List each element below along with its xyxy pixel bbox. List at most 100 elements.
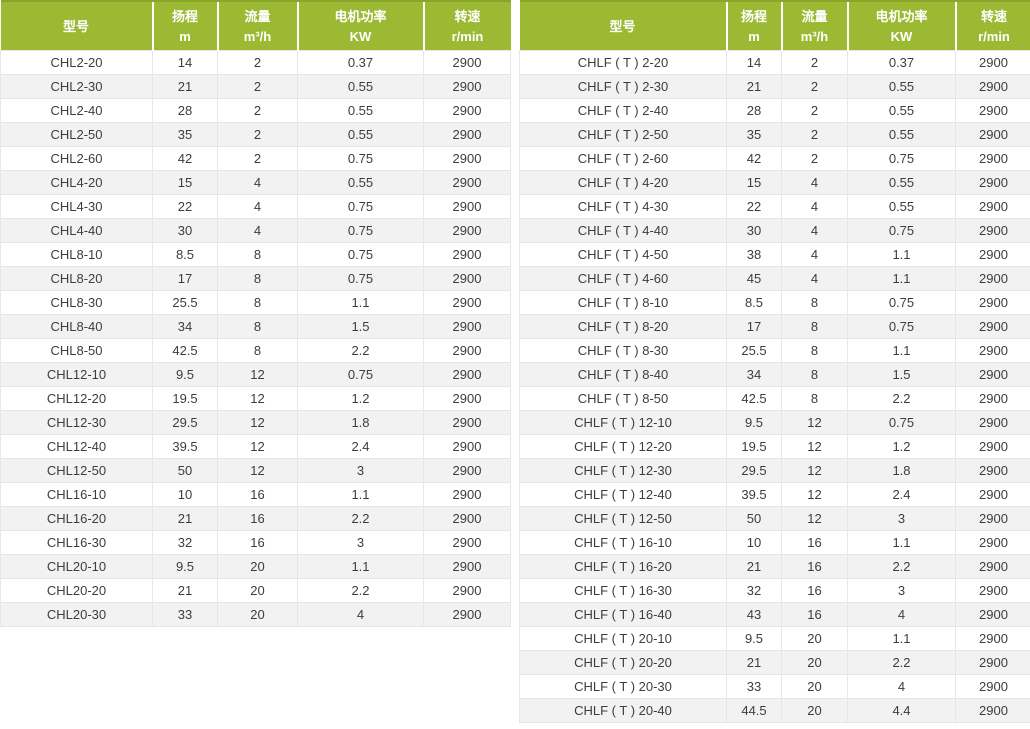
cell-speed: 2900	[955, 434, 1030, 459]
table-row: CHL8-40 34 8 1.5 2900	[0, 314, 511, 339]
cell-power: 3	[847, 578, 956, 603]
chl-series-table: 型号 扬程 m 流量 m³/h 电机功率 KW 转速 r/min CHL2-20 14 2 0.37 2…	[0, 0, 511, 627]
table-row: CHL8-50 42.5 8 2.2 2900	[0, 338, 511, 363]
cell-flow: 8	[217, 314, 298, 339]
cell-head: 22	[726, 194, 782, 219]
table-row: CHL16-10 10 16 1.1 2900	[0, 482, 511, 507]
cell-speed: 2900	[955, 698, 1030, 723]
cell-power: 1.1	[847, 242, 956, 267]
cell-model: CHL16-30	[0, 530, 153, 555]
cell-model: CHL2-20	[0, 50, 153, 75]
cell-power: 0.55	[297, 74, 424, 99]
cell-model: CHLF ( T ) 8-10	[519, 290, 727, 315]
cell-flow: 12	[781, 434, 848, 459]
cell-power: 0.55	[847, 98, 956, 123]
cell-power: 0.75	[297, 266, 424, 291]
cell-speed: 2900	[955, 338, 1030, 363]
cell-speed: 2900	[423, 554, 511, 579]
table-row: CHL8-10 8.5 8 0.75 2900	[0, 242, 511, 267]
cell-model: CHL2-40	[0, 98, 153, 123]
cell-head: 29.5	[152, 410, 218, 435]
chlf-t-series-table: 型号 扬程 m 流量 m³/h 电机功率 KW 转速 r/min CHLF ( T ) 2-20…	[519, 0, 1030, 723]
table-row: CHLF ( T ) 2-60 42 2 0.75 2900	[519, 146, 1030, 171]
cell-head: 28	[152, 98, 218, 123]
cell-model: CHLF ( T ) 20-20	[519, 650, 727, 675]
cell-power: 2.2	[847, 650, 956, 675]
table-row: CHLF ( T ) 20-10 9.5 20 1.1 2900	[519, 626, 1030, 651]
cell-model: CHL2-30	[0, 74, 153, 99]
cell-flow: 4	[217, 194, 298, 219]
cell-speed: 2900	[955, 458, 1030, 483]
cell-speed: 2900	[423, 290, 511, 315]
cell-power: 0.75	[297, 218, 424, 243]
cell-flow: 16	[217, 506, 298, 531]
table-row: CHL16-20 21 16 2.2 2900	[0, 506, 511, 531]
cell-model: CHLF ( T ) 2-40	[519, 98, 727, 123]
cell-power: 4	[847, 674, 956, 699]
cell-speed: 2900	[423, 314, 511, 339]
cell-speed: 2900	[423, 362, 511, 387]
cell-speed: 2900	[423, 266, 511, 291]
cell-model: CHL2-60	[0, 146, 153, 171]
cell-flow: 2	[217, 50, 298, 75]
cell-speed: 2900	[955, 194, 1030, 219]
column-header-model: 型号	[519, 0, 727, 51]
cell-head: 29.5	[726, 458, 782, 483]
cell-power: 1.1	[297, 554, 424, 579]
cell-model: CHL20-10	[0, 554, 153, 579]
cell-power: 4.4	[847, 698, 956, 723]
cell-head: 21	[152, 578, 218, 603]
cell-power: 0.37	[847, 50, 956, 75]
cell-head: 15	[152, 170, 218, 195]
cell-head: 21	[726, 650, 782, 675]
table-row: CHLF ( T ) 16-20 21 16 2.2 2900	[519, 554, 1030, 579]
cell-flow: 12	[217, 434, 298, 459]
cell-flow: 20	[781, 674, 848, 699]
cell-flow: 12	[781, 410, 848, 435]
column-header-head: 扬程 m	[725, 0, 782, 51]
cell-head: 39.5	[726, 482, 782, 507]
cell-speed: 2900	[423, 482, 511, 507]
cell-speed: 2900	[955, 170, 1030, 195]
cell-flow: 12	[217, 386, 298, 411]
cell-flow: 2	[781, 74, 848, 99]
table-row: CHL12-10 9.5 12 0.75 2900	[0, 362, 511, 387]
cell-head: 9.5	[152, 362, 218, 387]
cell-flow: 16	[781, 578, 848, 603]
cell-power: 1.1	[297, 482, 424, 507]
cell-head: 30	[726, 218, 782, 243]
cell-model: CHLF ( T ) 4-60	[519, 266, 727, 291]
cell-model: CHL12-40	[0, 434, 153, 459]
cell-flow: 2	[781, 146, 848, 171]
cell-speed: 2900	[955, 290, 1030, 315]
cell-speed: 2900	[955, 674, 1030, 699]
cell-power: 0.55	[847, 74, 956, 99]
cell-flow: 20	[781, 626, 848, 651]
table-row: CHLF ( T ) 2-50 35 2 0.55 2900	[519, 122, 1030, 147]
cell-model: CHLF ( T ) 16-30	[519, 578, 727, 603]
table-row: CHLF ( T ) 8-20 17 8 0.75 2900	[519, 314, 1030, 339]
cell-model: CHL2-50	[0, 122, 153, 147]
cell-model: CHLF ( T ) 4-40	[519, 218, 727, 243]
cell-power: 0.55	[297, 170, 424, 195]
cell-head: 42	[152, 146, 218, 171]
cell-speed: 2900	[955, 482, 1030, 507]
cell-flow: 2	[217, 122, 298, 147]
cell-flow: 20	[217, 578, 298, 603]
cell-model: CHLF ( T ) 4-20	[519, 170, 727, 195]
column-header-power: 电机功率 KW	[296, 0, 424, 51]
cell-head: 45	[726, 266, 782, 291]
cell-speed: 2900	[423, 50, 511, 75]
cell-model: CHLF ( T ) 20-40	[519, 698, 727, 723]
cell-power: 0.75	[847, 218, 956, 243]
cell-power: 0.75	[847, 410, 956, 435]
column-header-head: 扬程 m	[151, 0, 218, 51]
table-row: CHLF ( T ) 16-30 32 16 3 2900	[519, 578, 1030, 603]
cell-flow: 4	[781, 218, 848, 243]
cell-model: CHLF ( T ) 8-40	[519, 362, 727, 387]
cell-head: 22	[152, 194, 218, 219]
table-row: CHLF ( T ) 12-10 9.5 12 0.75 2900	[519, 410, 1030, 435]
cell-speed: 2900	[955, 530, 1030, 555]
cell-model: CHLF ( T ) 2-20	[519, 50, 727, 75]
cell-model: CHLF ( T ) 16-20	[519, 554, 727, 579]
